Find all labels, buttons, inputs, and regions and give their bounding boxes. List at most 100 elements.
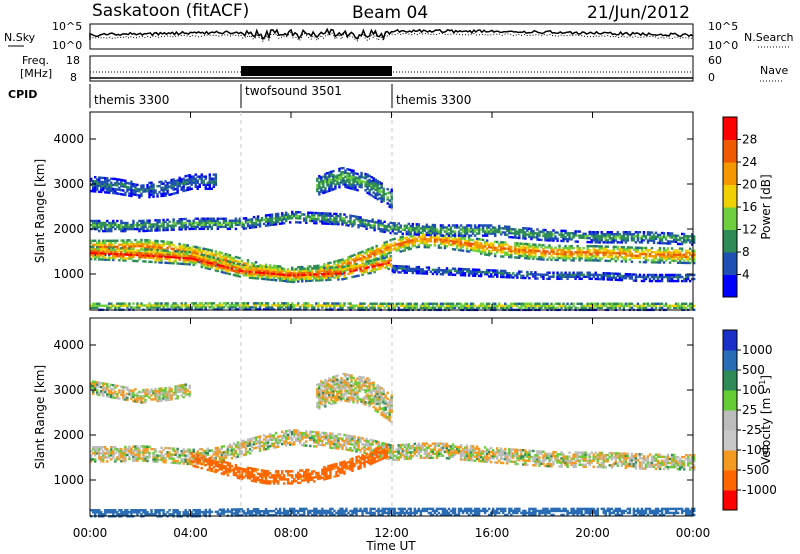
heatmap-cell [333, 262, 336, 265]
heatmap-cell [307, 213, 310, 216]
heatmap-cell [236, 268, 240, 272]
heatmap-cell [144, 243, 147, 246]
heatmap-cell [552, 271, 555, 274]
heatmap-cell [96, 227, 99, 231]
heatmap-cell [654, 275, 658, 279]
heatmap-cell [352, 171, 355, 175]
heatmap-cell [660, 273, 664, 277]
heatmap-cell [286, 275, 290, 279]
heatmap-cell [672, 251, 676, 254]
heatmap-cell [688, 253, 692, 257]
heatmap-cell [214, 183, 218, 186]
heatmap-cell [670, 257, 674, 260]
heatmap-cell [242, 306, 246, 309]
heatmap-cell [401, 265, 404, 268]
heatmap-cell [371, 246, 374, 249]
heatmap-cell [162, 182, 165, 185]
heatmap-cell [492, 232, 495, 235]
heatmap-cell [156, 185, 159, 188]
heatmap-cell [648, 233, 652, 236]
heatmap-cell [522, 248, 525, 252]
heatmap-cell [401, 269, 404, 272]
heatmap-cell [461, 245, 465, 248]
heatmap-cell [168, 193, 171, 196]
heatmap-cell [152, 254, 155, 258]
heatmap-cell [94, 304, 97, 308]
heatmap-cell [299, 265, 302, 269]
heatmap-cell [666, 279, 670, 283]
heatmap-cell [352, 173, 355, 177]
heatmap-cell [132, 221, 135, 225]
heatmap-cell [684, 273, 688, 277]
heatmap-cell [678, 251, 682, 254]
heatmap-cell [530, 237, 533, 241]
nave-label: Nave [760, 64, 788, 77]
heatmap-cell [228, 223, 232, 227]
heatmap-cell [327, 220, 330, 223]
heatmap-cell [282, 269, 286, 272]
heatmap-cell [363, 219, 366, 222]
heatmap-cell [186, 248, 189, 251]
heatmap-cell [106, 219, 109, 223]
heatmap-cell [196, 246, 199, 249]
heatmap-cell [180, 247, 183, 250]
heatmap-cell [224, 225, 228, 229]
heatmap-cell [584, 253, 587, 256]
heatmap-cell [602, 251, 605, 254]
heatmap-cell [650, 239, 654, 242]
heatmap-cell [483, 234, 487, 237]
heatmap-cell [680, 249, 684, 252]
heatmap-cell [383, 262, 386, 265]
heatmap-cell [512, 250, 515, 253]
heatmap-cell [548, 271, 551, 274]
heatmap-cell [317, 271, 320, 274]
heatmap-cell [371, 220, 374, 223]
heatmap-cell [256, 269, 260, 272]
heatmap-cell [345, 215, 348, 219]
heatmap-cell [612, 235, 616, 238]
heatmap-cell [550, 235, 553, 238]
heatmap-cell [684, 251, 688, 255]
heatmap-cell [397, 244, 400, 248]
heatmap-cell [160, 186, 163, 190]
heatmap-cell [403, 271, 406, 274]
heatmap-cell [453, 240, 457, 243]
heatmap-cell [522, 274, 525, 278]
heatmap-cell [504, 241, 507, 244]
heatmap-cell [516, 276, 519, 279]
heatmap-cell [112, 187, 115, 191]
heatmap-cell [252, 304, 256, 307]
heatmap-cell [650, 273, 654, 277]
heatmap-cell [379, 229, 382, 233]
heatmap-cell [299, 306, 302, 309]
heatmap-cell [92, 251, 95, 255]
heatmap-cell [252, 226, 256, 229]
heatmap-cell [562, 254, 565, 258]
heatmap-cell [453, 230, 457, 233]
heatmap-cell [518, 234, 521, 238]
heatmap-cell [461, 234, 465, 237]
heatmap-cell [380, 182, 383, 185]
heatmap-cell [337, 270, 340, 273]
heatmap-cell [166, 192, 169, 195]
heatmap-cell [540, 243, 543, 247]
heatmap-cell [132, 247, 135, 250]
heatmap-cell [568, 244, 571, 248]
heatmap-cell [479, 224, 483, 227]
heatmap-cell [313, 277, 316, 280]
heatmap-cell [353, 267, 356, 270]
heatmap-cell [622, 250, 626, 253]
heatmap-cell [600, 239, 603, 242]
heatmap-cell [391, 230, 394, 233]
nsky-tick-bottom: 10^0 [52, 39, 82, 52]
heatmap-cell [690, 251, 694, 255]
heatmap-cell [244, 308, 248, 311]
heatmap-cell [252, 266, 256, 270]
heatmap-cell [668, 257, 672, 260]
heatmap-cell [500, 231, 503, 234]
heatmap-cell [94, 253, 97, 257]
heatmap-cell [360, 171, 363, 175]
heatmap-cell [317, 264, 320, 267]
heatmap-cell [622, 274, 626, 278]
heatmap-cell [354, 176, 357, 179]
